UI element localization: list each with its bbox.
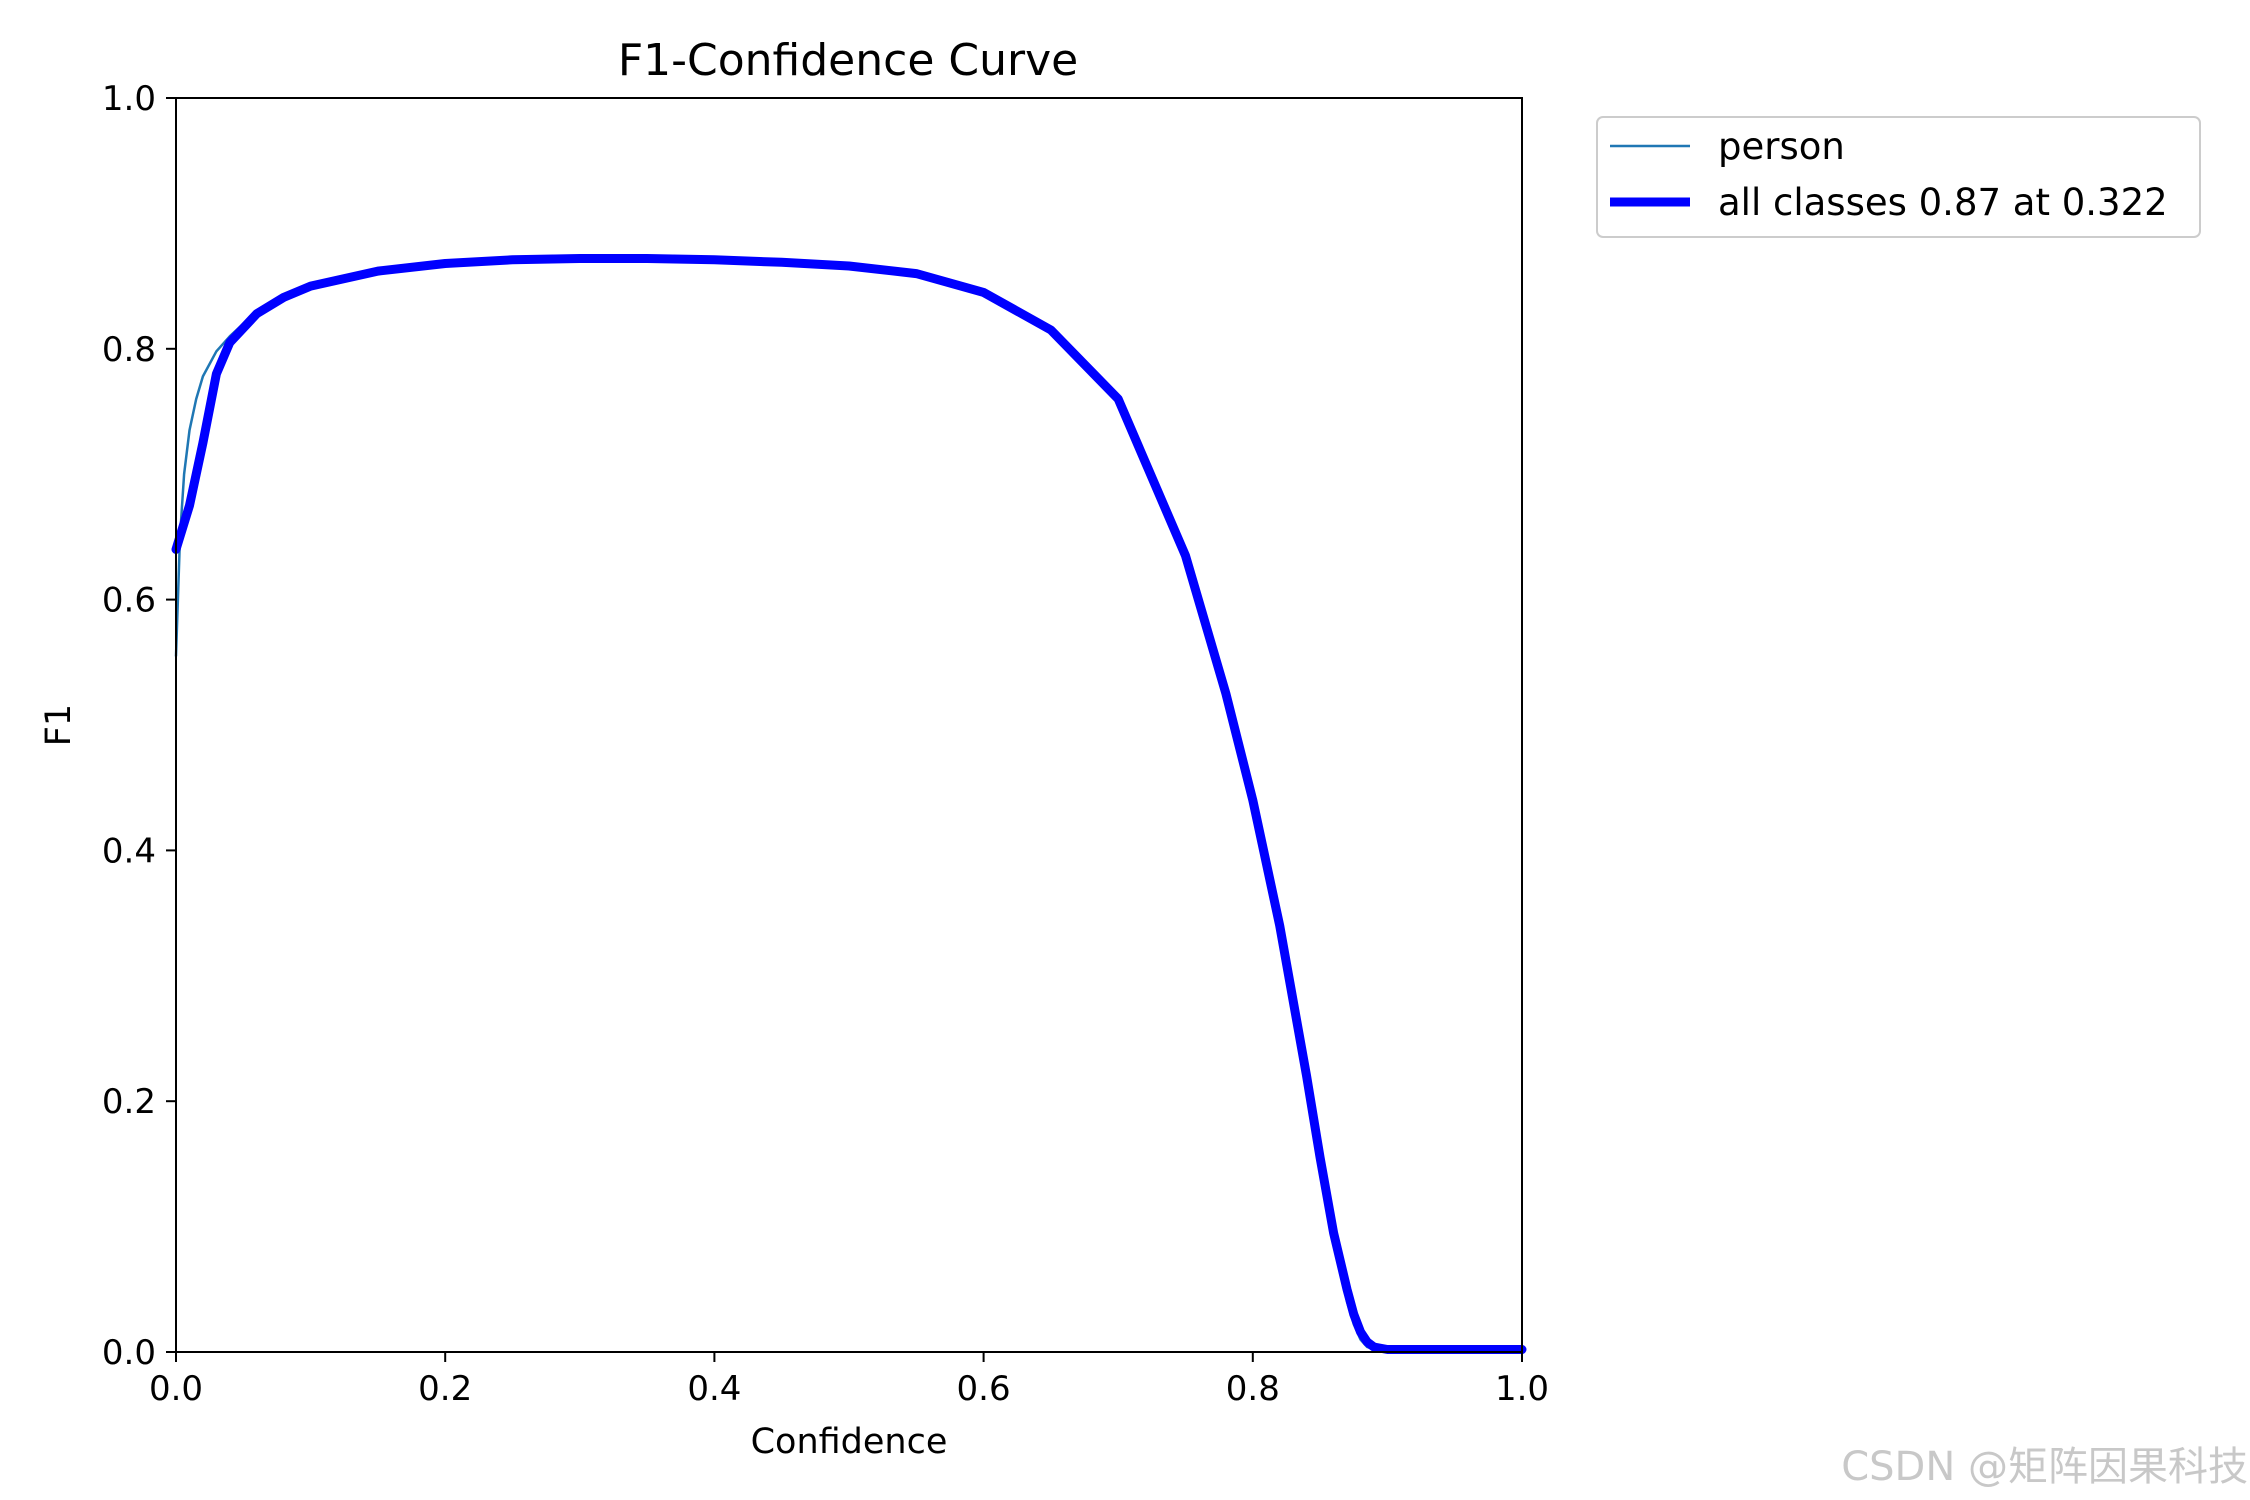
- x-tick-label: 0.0: [149, 1369, 203, 1409]
- y-tick-label: 0.8: [102, 330, 156, 370]
- x-axis: 0.0 0.2 0.4 0.6 0.8 1.0: [149, 1352, 1549, 1409]
- plot-area: [171, 254, 1527, 1354]
- y-tick-label: 1.0: [102, 79, 156, 119]
- legend-box: [1596, 116, 2201, 238]
- legend-label-all-classes: all classes 0.87 at 0.322: [1718, 181, 2168, 224]
- y-axis: 0.0 0.2 0.4 0.6 0.8 1.0: [102, 79, 176, 1373]
- x-tick-label: 0.4: [687, 1369, 741, 1409]
- y-tick-label: 0.2: [102, 1082, 156, 1122]
- y-tick-label: 0.6: [102, 581, 156, 621]
- y-tick-label: 0.4: [102, 831, 156, 871]
- series-line-all-classes: [171, 254, 1527, 1354]
- watermark: CSDN @矩阵因果科技: [1841, 1444, 2248, 1490]
- y-axis-label: F1: [39, 704, 79, 746]
- chart-title: F1-Confidence Curve: [618, 35, 1078, 86]
- x-tick-label: 0.6: [957, 1369, 1011, 1409]
- x-tick-label: 1.0: [1495, 1369, 1549, 1409]
- plot-frame: [175, 97, 1523, 1353]
- y-tick-label: 0.0: [102, 1333, 156, 1373]
- x-axis-label: Confidence: [751, 1422, 948, 1462]
- x-tick-label: 0.8: [1226, 1369, 1280, 1409]
- legend: person all classes 0.87 at 0.322: [1596, 116, 2201, 238]
- x-tick-label: 0.2: [418, 1369, 472, 1409]
- legend-label-person: person: [1718, 125, 1845, 168]
